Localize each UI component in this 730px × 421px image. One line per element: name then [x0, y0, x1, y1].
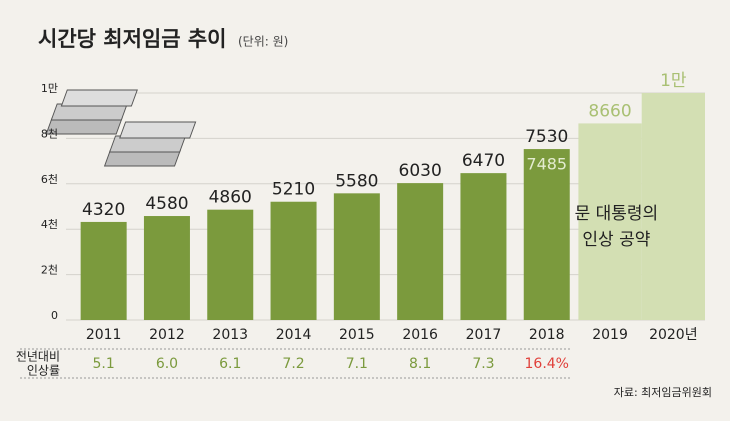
- pledge-note: 인상 공약: [582, 230, 650, 250]
- x-tick-label: 2012: [149, 327, 185, 343]
- value-label: 6030: [399, 161, 442, 181]
- y-tick-label: 0: [51, 309, 58, 322]
- x-tick-label: 2014: [276, 327, 312, 343]
- inner-label: 7485: [526, 155, 567, 174]
- value-label: 5210: [272, 180, 315, 200]
- y-tick-label: 6천: [41, 172, 58, 186]
- bar: [523, 149, 570, 320]
- x-tick-label: 2011: [86, 327, 122, 343]
- rate-label: 5.1: [93, 356, 115, 372]
- rate-label: 7.3: [472, 356, 494, 372]
- bar: [578, 123, 642, 320]
- rate-label: 7.1: [346, 356, 368, 372]
- bar: [397, 183, 444, 320]
- value-label: 7530: [525, 127, 568, 147]
- value-label: 4860: [209, 188, 252, 208]
- x-tick-label: 2017: [466, 327, 502, 343]
- chart-title: 시간당 최저임금 추이: [38, 27, 227, 51]
- bar: [143, 216, 190, 320]
- money-icon: [45, 89, 197, 167]
- rate-label: 6.0: [156, 356, 178, 372]
- value-label: 4580: [145, 194, 188, 214]
- bar: [641, 93, 705, 320]
- y-tick-label: 4천: [41, 217, 58, 231]
- chart-subtitle: (단위: 원): [238, 35, 288, 49]
- bar: [207, 209, 254, 320]
- bar: [270, 201, 317, 320]
- x-tick-label: 2018: [529, 327, 565, 343]
- bar: [460, 173, 507, 320]
- x-tick-label: 2019: [592, 327, 628, 343]
- rate-label: 16.4%: [525, 356, 569, 372]
- value-label: 6470: [462, 151, 505, 171]
- x-tick-label: 2015: [339, 327, 375, 343]
- rate-header: 전년대비: [16, 350, 60, 364]
- rate-label: 8.1: [409, 356, 431, 372]
- y-tick-label: 1만: [41, 82, 58, 95]
- x-tick-label: 2013: [212, 327, 248, 343]
- y-tick-label: 8천: [41, 126, 58, 140]
- pledge-note: 문 대통령의: [575, 204, 659, 224]
- value-label: 5580: [335, 171, 378, 191]
- value-label: 4320: [82, 200, 125, 220]
- bar: [80, 221, 127, 320]
- y-tick-label: 2천: [41, 263, 58, 277]
- x-tick-label: 2016: [402, 327, 438, 343]
- rate-header: 인상률: [27, 364, 60, 378]
- value-label: 8660: [588, 101, 631, 121]
- x-tick-label: 2020년: [649, 327, 698, 343]
- bar: [333, 193, 380, 320]
- value-label: 1만: [660, 71, 687, 91]
- source: 자료: 최저임금위원회: [614, 386, 712, 399]
- rate-label: 6.1: [219, 356, 241, 372]
- rate-label: 7.2: [282, 356, 304, 372]
